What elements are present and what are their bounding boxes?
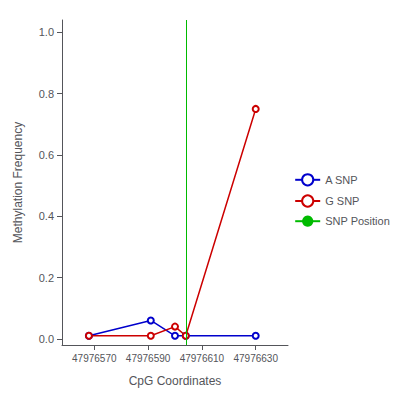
svg-text:0.4: 0.4 (39, 210, 54, 222)
svg-text:47976630: 47976630 (233, 353, 278, 364)
svg-text:0.2: 0.2 (39, 272, 54, 284)
svg-text:SNP Position: SNP Position (325, 215, 390, 227)
svg-text:A SNP: A SNP (325, 174, 357, 186)
svg-text:CpG Coordinates: CpG Coordinates (129, 374, 222, 388)
svg-text:0.0: 0.0 (39, 333, 54, 345)
svg-text:0.6: 0.6 (39, 149, 54, 161)
svg-text:47976610: 47976610 (180, 353, 225, 364)
svg-text:47976570: 47976570 (72, 353, 117, 364)
svg-text:1.0: 1.0 (39, 26, 54, 38)
svg-text:G SNP: G SNP (325, 195, 359, 207)
svg-text:47976590: 47976590 (126, 353, 171, 364)
svg-text:0.8: 0.8 (39, 88, 54, 100)
svg-text:Methylation Frequency: Methylation Frequency (11, 122, 25, 243)
